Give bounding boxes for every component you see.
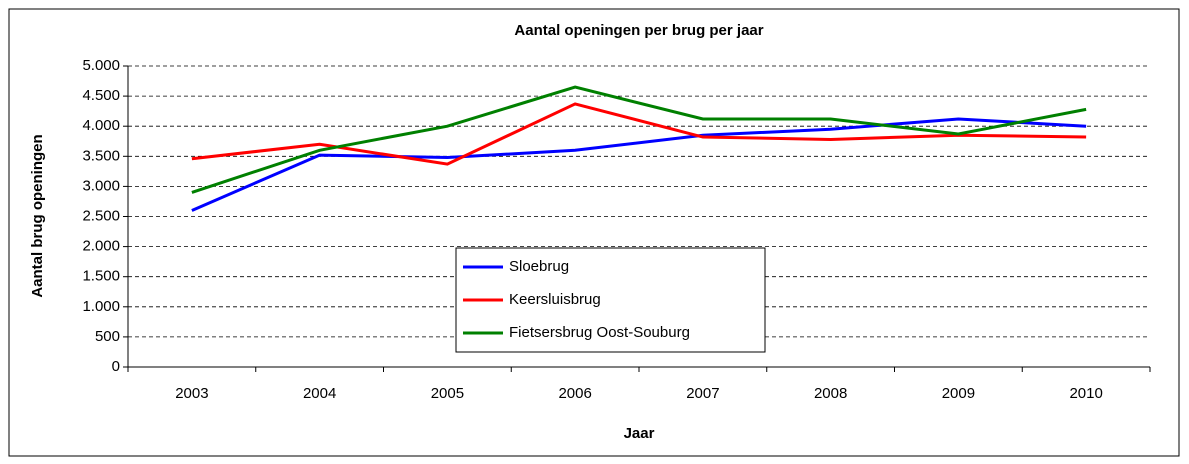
x-tick-label: 2008 xyxy=(814,385,847,402)
y-tick-label: 2.000 xyxy=(82,238,120,255)
x-tick-label: 2006 xyxy=(558,385,591,402)
x-tick-label: 2003 xyxy=(175,385,208,402)
x-tick-label: 2009 xyxy=(942,385,975,402)
x-tick-label: 2010 xyxy=(1069,385,1102,402)
y-tick-label: 5.000 xyxy=(82,57,120,74)
y-tick-label: 4.000 xyxy=(82,117,120,134)
y-tick-label: 500 xyxy=(95,328,120,345)
legend-label: Fietsersbrug Oost-Souburg xyxy=(509,324,690,341)
y-tick-label: 4.500 xyxy=(82,87,120,104)
x-tick-label: 2005 xyxy=(431,385,464,402)
legend-label: Sloebrug xyxy=(509,258,569,275)
x-tick-label: 2004 xyxy=(303,385,336,402)
x-tick-label: 2007 xyxy=(686,385,719,402)
line-series xyxy=(191,117,1087,212)
y-axis-label: Aantal brug openingen xyxy=(29,134,46,297)
legend-box xyxy=(455,247,766,353)
y-tick-label: 3.500 xyxy=(82,147,120,164)
x-axis-label: Jaar xyxy=(624,425,655,442)
chart-title: Aantal openingen per brug per jaar xyxy=(514,22,763,39)
line-series xyxy=(191,85,1087,194)
chart-frame xyxy=(8,8,1180,457)
y-tick-label: 1.500 xyxy=(82,268,120,285)
y-tick-label: 3.000 xyxy=(82,177,120,194)
y-tick-label: 0 xyxy=(112,358,120,375)
y-tick-label: 2.500 xyxy=(82,207,120,224)
legend-label: Keersluisbrug xyxy=(509,291,601,308)
y-tick-label: 1.000 xyxy=(82,298,120,315)
